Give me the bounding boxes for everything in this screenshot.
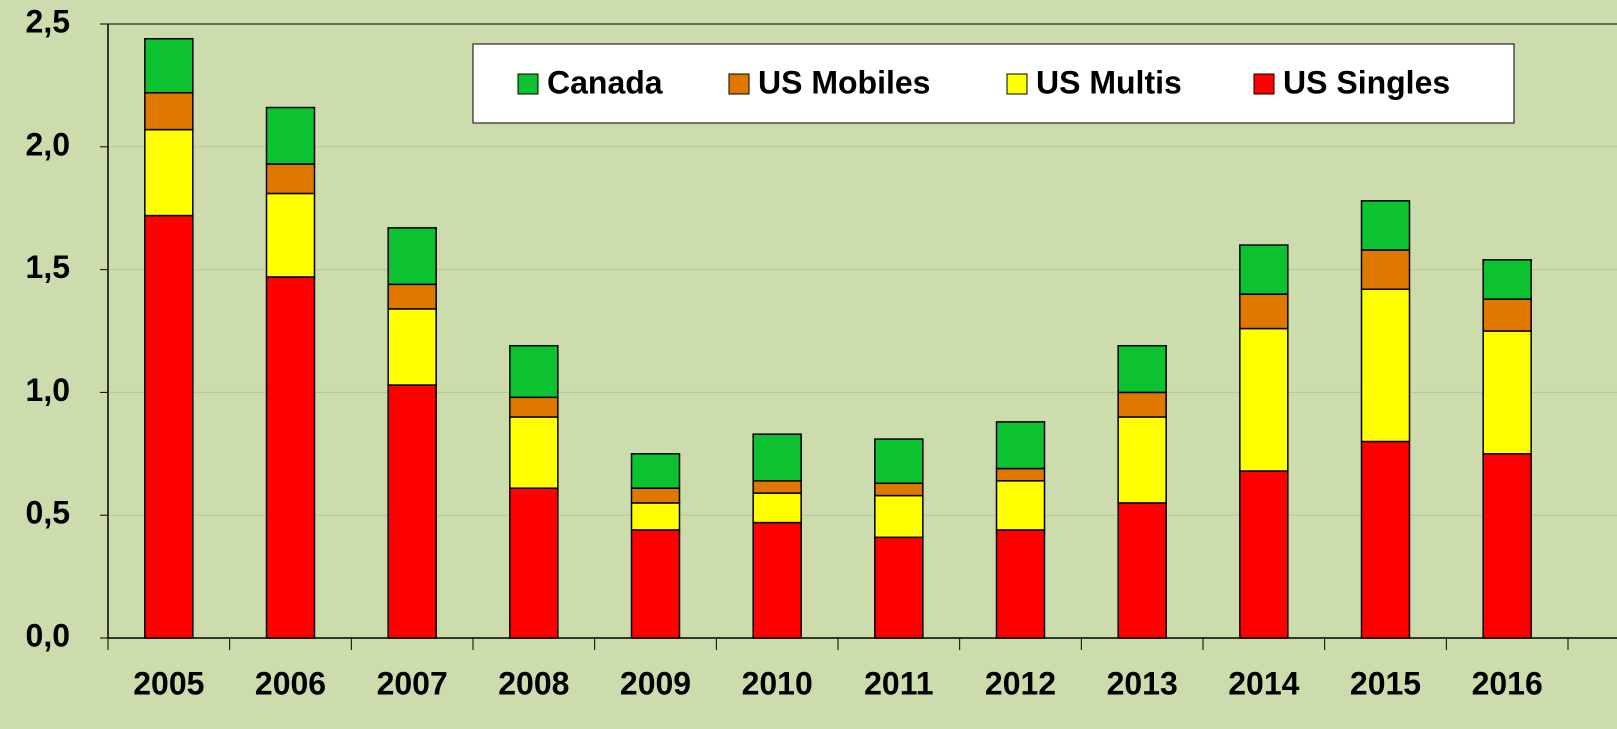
bar-segment [1117, 416, 1167, 504]
bar-segment [1482, 259, 1532, 300]
legend-swatch [728, 73, 750, 95]
bar-segment [1360, 288, 1411, 443]
bar-segment [1239, 470, 1289, 639]
bar-segment [995, 467, 1046, 482]
bar-segment [1239, 293, 1289, 330]
bar-segment [752, 480, 802, 494]
y-tick-label: 1,0 [26, 372, 70, 408]
bar-segment [630, 502, 681, 531]
bar-segment [265, 192, 316, 278]
bar-segment [874, 494, 924, 539]
bar-segment [630, 529, 681, 639]
bar-segment [265, 276, 316, 639]
x-tick-label: 2006 [255, 665, 326, 701]
bar-segment [752, 492, 802, 524]
bar-segment [1482, 298, 1532, 332]
bar-segment [144, 92, 194, 131]
bar-segment [630, 487, 681, 504]
x-tick-label: 2013 [1107, 665, 1178, 701]
bar-segment [509, 396, 559, 418]
bar-segment [630, 453, 681, 489]
bar-segment [387, 308, 437, 386]
legend-label: US Singles [1283, 64, 1450, 100]
bar-segment [752, 521, 802, 639]
x-tick-label: 2009 [620, 665, 691, 701]
legend-swatch [517, 73, 539, 95]
x-tick-label: 2005 [133, 665, 204, 701]
bar-segment [874, 482, 924, 497]
legend-box [472, 43, 1515, 124]
x-tick-label: 2014 [1228, 665, 1299, 701]
bar-segment [874, 536, 924, 639]
bar-segment [752, 433, 802, 482]
legend-label: Canada [547, 64, 663, 100]
x-tick-label: 2010 [742, 665, 813, 701]
bar-segment [1482, 453, 1532, 639]
bar-segment [1117, 344, 1167, 394]
bar-segment [509, 487, 559, 639]
bar-segment [1360, 200, 1411, 251]
bar-segment [144, 214, 194, 639]
legend-label: US Mobiles [758, 64, 930, 100]
bar-segment [1117, 391, 1167, 418]
bar-segment [995, 421, 1046, 470]
y-tick-label: 0,0 [26, 617, 70, 653]
y-tick-label: 2,0 [26, 126, 70, 162]
y-tick-label: 2,5 [26, 3, 70, 39]
x-tick-label: 2012 [985, 665, 1056, 701]
bar-segment [995, 480, 1046, 531]
bar-segment [265, 106, 316, 165]
bar-segment [144, 128, 194, 217]
bar-segment [1360, 249, 1411, 290]
bar-segment [995, 529, 1046, 639]
x-tick-label: 2008 [498, 665, 569, 701]
x-tick-label: 2007 [377, 665, 448, 701]
x-tick-label: 2011 [864, 665, 933, 701]
bar-segment [387, 384, 437, 639]
bar-segment [387, 283, 437, 310]
y-tick-label: 0,5 [26, 495, 70, 531]
x-tick-label: 2015 [1350, 665, 1421, 701]
y-tick-label: 1,5 [26, 249, 70, 285]
bar-segment [265, 163, 316, 195]
bar-segment [1239, 244, 1289, 295]
bar-segment [387, 227, 437, 286]
bar-segment [509, 344, 559, 399]
bar-segment [509, 416, 559, 489]
legend-swatch [1006, 73, 1028, 95]
bar-segment [1117, 502, 1167, 639]
bar-segment [144, 37, 194, 94]
bar-segment [874, 438, 924, 485]
legend-label: US Multis [1036, 64, 1182, 100]
bar-segment [1360, 440, 1411, 639]
bar-segment [1482, 330, 1532, 455]
x-tick-label: 2016 [1472, 665, 1543, 701]
legend-swatch [1253, 73, 1275, 95]
bar-segment [1239, 327, 1289, 472]
